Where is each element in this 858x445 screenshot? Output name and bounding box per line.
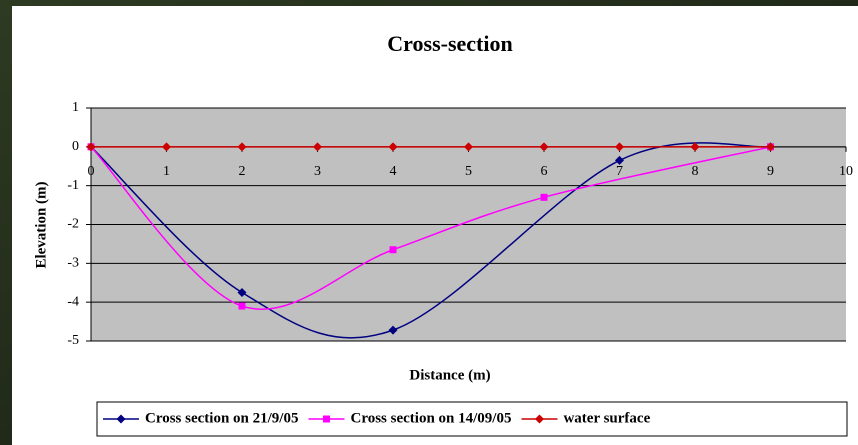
marker [323, 416, 330, 423]
chart-title: Cross-section [387, 31, 512, 56]
x-tick-label: 10 [839, 164, 853, 179]
x-tick-label: 2 [239, 164, 246, 179]
page: Cross-section Distance (m) Elevation (m)… [0, 0, 858, 445]
x-tick-label: 0 [88, 164, 95, 179]
y-tick-label: -1 [67, 178, 79, 193]
marker [239, 303, 246, 310]
y-tick-label: -2 [67, 217, 79, 232]
y-tick-label: 0 [72, 139, 79, 154]
chart: Cross-section Distance (m) Elevation (m)… [0, 0, 858, 445]
legend-items: Cross section on 21/9/05 Cross section on… [103, 410, 651, 426]
y-axis-label: Elevation (m) [33, 181, 49, 268]
marker [541, 194, 548, 201]
x-tick-label: 8 [692, 164, 699, 179]
y-tick-label: -5 [67, 333, 79, 348]
x-axis-label: Distance (m) [409, 367, 490, 383]
x-tick-label: 3 [314, 164, 321, 179]
x-tick-label: 4 [390, 164, 397, 179]
marker [390, 246, 397, 253]
x-tick-label: 9 [767, 164, 774, 179]
x-tick-label: 6 [541, 164, 548, 179]
y-tick-label: -4 [67, 294, 79, 309]
y-tick-label: 1 [72, 100, 79, 115]
y-tick-label: -3 [67, 256, 79, 271]
legend-label: Cross section on 14/09/05 [350, 410, 511, 426]
legend-label: Cross section on 21/9/05 [145, 410, 298, 426]
legend-label: water surface [563, 410, 650, 426]
x-tick-label: 5 [465, 164, 472, 179]
x-tick-label: 7 [616, 164, 623, 179]
x-tick-label: 1 [163, 164, 170, 179]
